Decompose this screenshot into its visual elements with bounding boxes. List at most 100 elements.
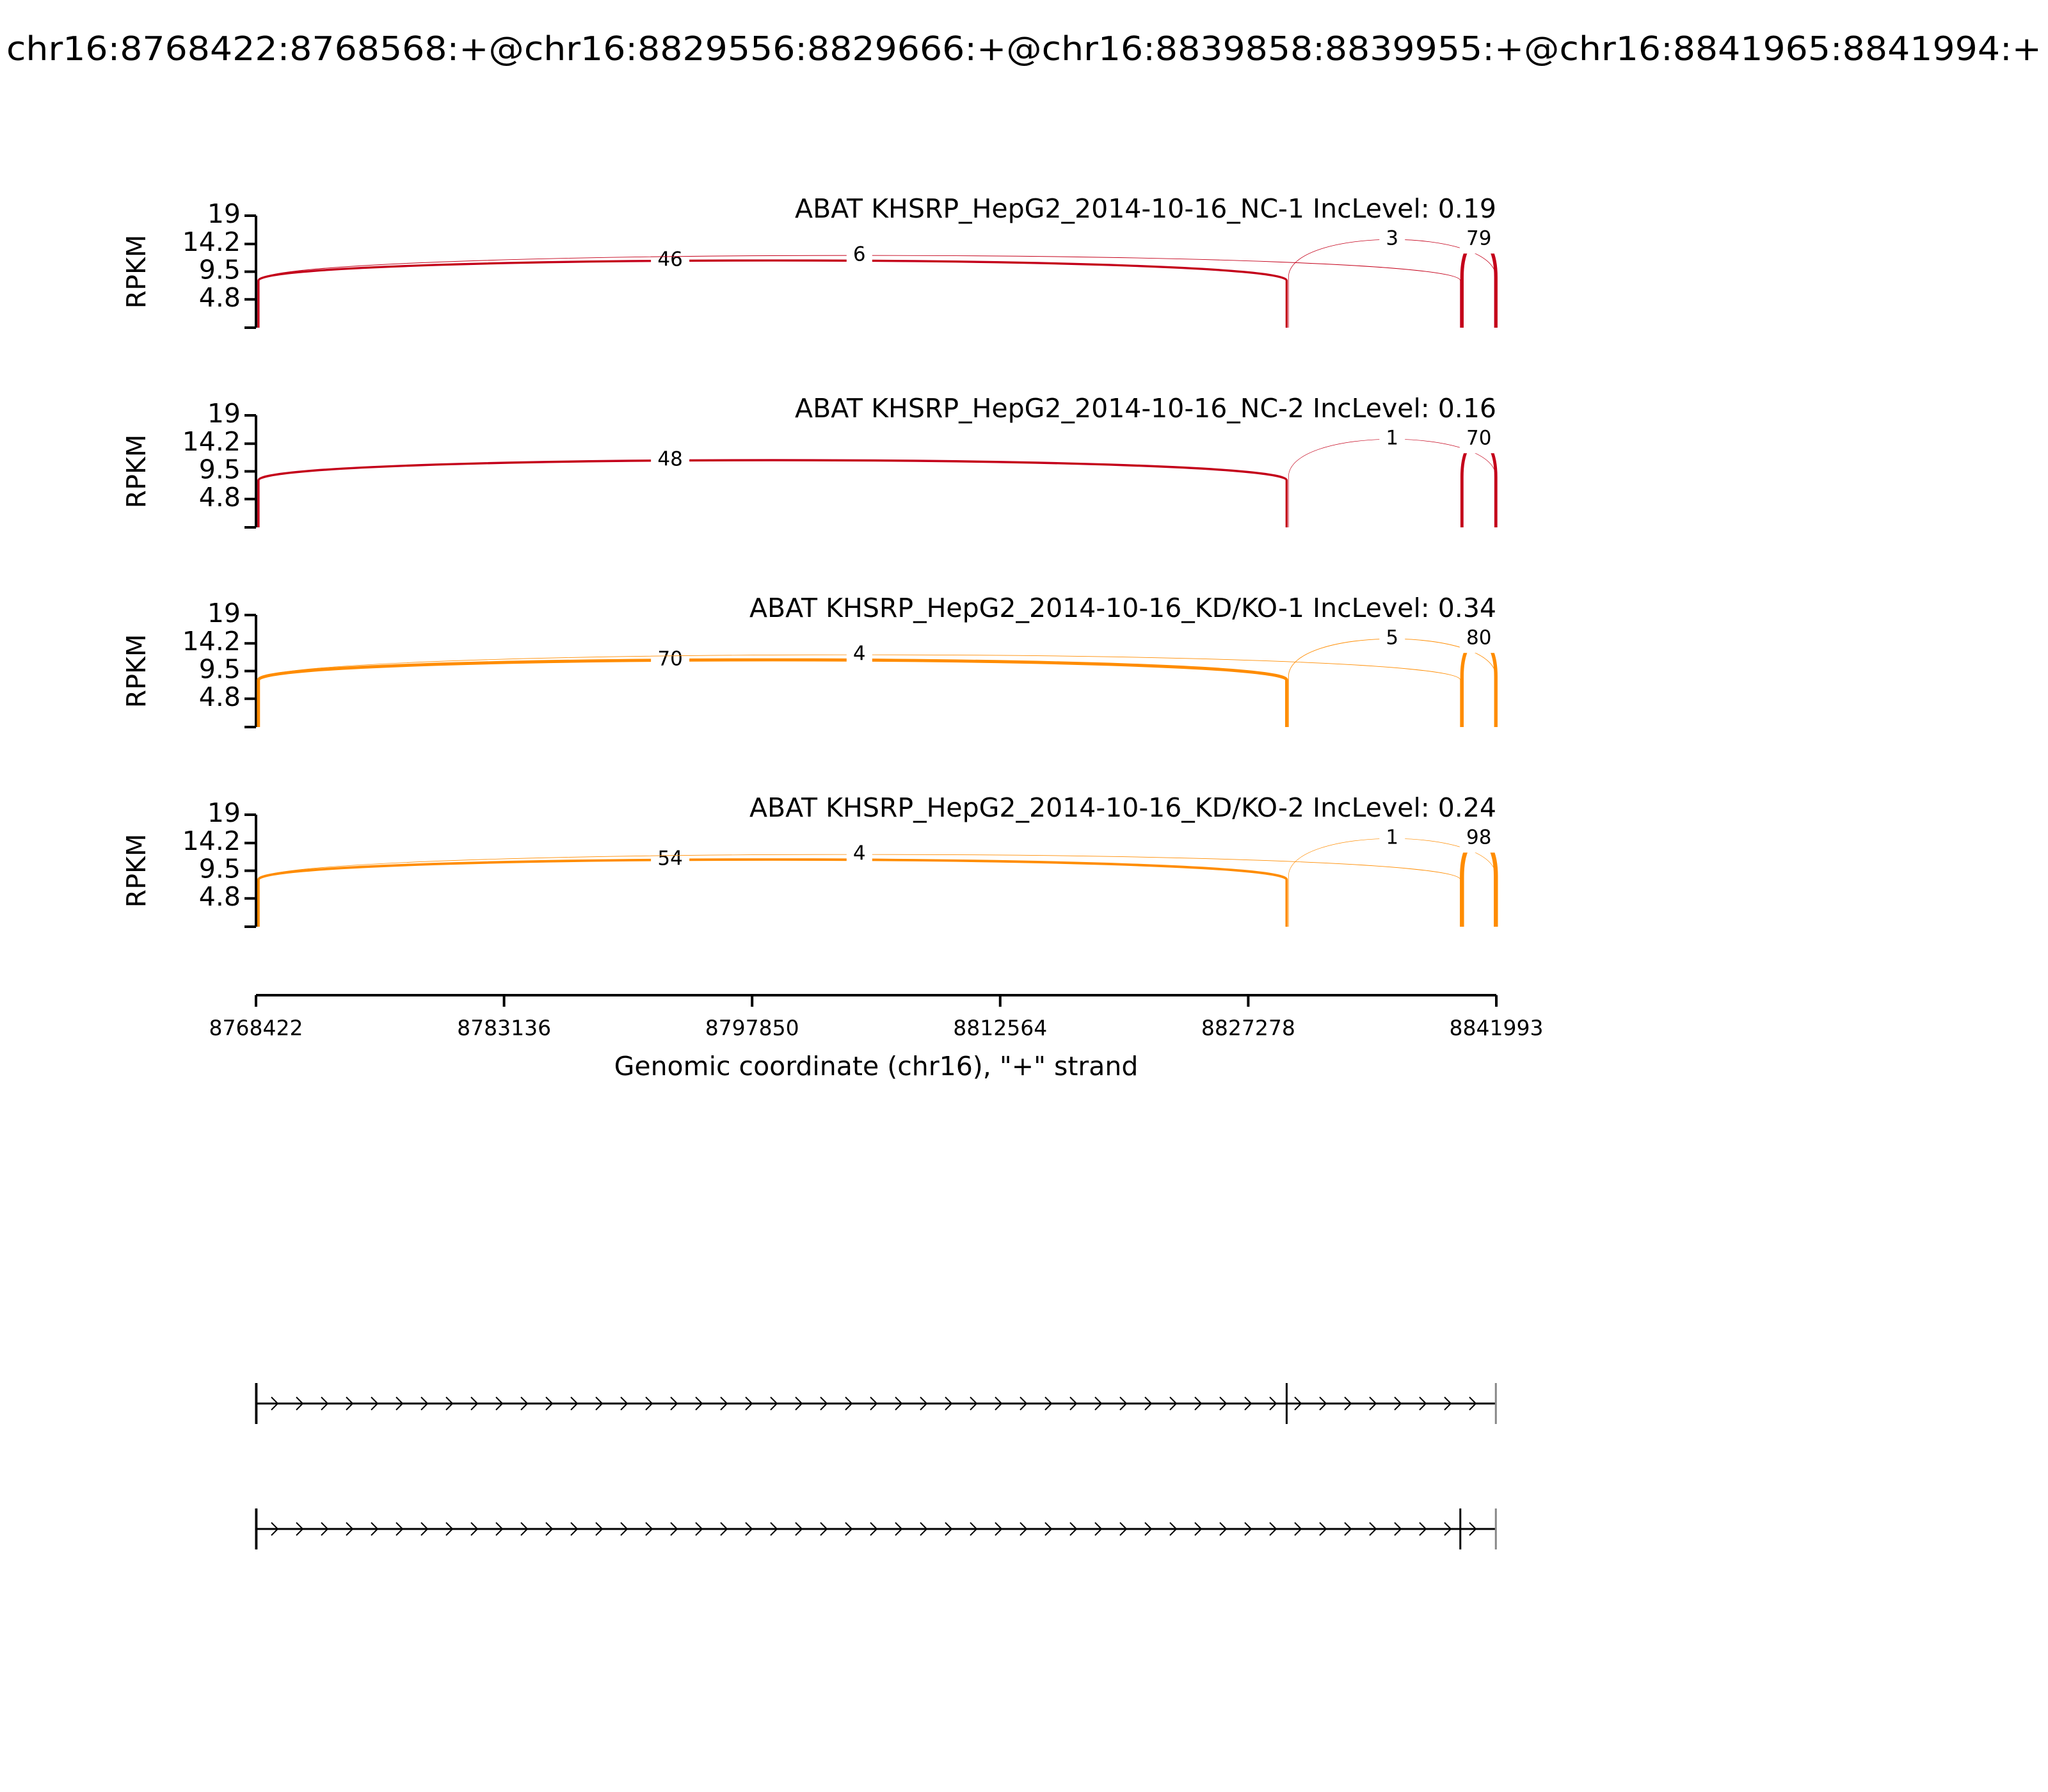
strand-arrow (1069, 1396, 1078, 1411)
strand-arrow (670, 1522, 678, 1536)
strand-arrow (695, 1396, 703, 1411)
strand-arrow (1020, 1522, 1028, 1536)
strand-arrow (1319, 1522, 1327, 1536)
strand-arrow (1094, 1522, 1103, 1536)
strand-arrow (645, 1522, 653, 1536)
strand-arrow (945, 1522, 953, 1536)
junction-label-bg (1379, 824, 1405, 853)
strand-arrow (970, 1522, 978, 1536)
strand-arrow (1219, 1396, 1228, 1411)
strand-arrow (620, 1396, 628, 1411)
strand-arrow (1169, 1396, 1178, 1411)
strand-arrow (1194, 1522, 1203, 1536)
strand-arrow (495, 1396, 504, 1411)
strand-arrow (795, 1522, 803, 1536)
junction-arc (257, 459, 1288, 527)
y-axis-label: RPKM (121, 235, 152, 308)
x-tick-label: 8768422 (209, 1016, 303, 1041)
strand-arrow (445, 1522, 454, 1536)
strand-arrow (371, 1522, 379, 1536)
strand-arrow (1119, 1522, 1128, 1536)
junction-count: 80 (1466, 627, 1491, 650)
junction-label-bg (651, 646, 690, 674)
strand-arrow (1294, 1522, 1302, 1536)
junction-label-bg (846, 641, 872, 669)
junction-count: 1 (1386, 427, 1398, 450)
strand-arrow (595, 1522, 604, 1536)
strand-arrow (396, 1396, 404, 1411)
y-tick-label: 14.2 (182, 426, 241, 457)
strand-arrow (296, 1396, 304, 1411)
x-tick-label: 8841993 (1450, 1016, 1544, 1041)
junction-count: 5 (1386, 627, 1398, 650)
track-title: ABAT KHSRP_HepG2_2014-10-16_KD/KO-1 IncL… (749, 593, 1496, 623)
junction-label-bg (651, 845, 690, 874)
y-axis-label: RPKM (121, 435, 152, 508)
strand-arrow (1244, 1522, 1252, 1536)
exon (1285, 1383, 1288, 1424)
junction-count: 54 (657, 847, 682, 870)
strand-arrow (770, 1396, 778, 1411)
junction-label-bg (846, 840, 872, 869)
strand-arrow (495, 1522, 504, 1536)
strand-arrow (595, 1396, 604, 1411)
strand-arrow (1269, 1396, 1277, 1411)
strand-arrow (1369, 1522, 1377, 1536)
junction-arc (257, 858, 1288, 927)
y-tick-label: 4.8 (199, 482, 241, 513)
strand-arrow (970, 1396, 978, 1411)
junction-count: 3 (1386, 227, 1398, 250)
y-tick-label: 19 (207, 797, 241, 828)
exon (255, 1383, 258, 1424)
x-tick-label: 8812564 (953, 1016, 1047, 1041)
y-axis-label: RPKM (121, 834, 152, 908)
junction-label-bg (1379, 425, 1405, 454)
y-tick-label: 19 (207, 398, 241, 429)
exon (1494, 1383, 1497, 1424)
strand-arrow (920, 1522, 928, 1536)
strand-arrow (895, 1396, 903, 1411)
strand-arrow (845, 1522, 853, 1536)
y-tick-label: 9.5 (199, 255, 241, 285)
strand-arrow (870, 1522, 878, 1536)
strand-arrow (346, 1396, 354, 1411)
junction-count: 1 (1386, 826, 1398, 849)
junction-label-bg (846, 241, 872, 270)
strand-arrow (545, 1522, 554, 1536)
y-tick-label: 9.5 (199, 854, 241, 884)
strand-arrow (670, 1396, 678, 1411)
strand-arrow (1469, 1396, 1477, 1411)
strand-arrow (1069, 1522, 1078, 1536)
strand-arrow (620, 1522, 628, 1536)
x-tick-label: 8827278 (1201, 1016, 1295, 1041)
track-title: ABAT KHSRP_HepG2_2014-10-16_NC-1 IncLeve… (795, 193, 1496, 224)
strand-arrow (895, 1522, 903, 1536)
strand-arrow (1094, 1396, 1103, 1411)
strand-arrow (520, 1522, 529, 1536)
y-tick-label: 14.2 (182, 826, 241, 856)
y-tick-label: 9.5 (199, 654, 241, 685)
junction-count: 79 (1466, 227, 1491, 250)
strand-arrow (271, 1396, 279, 1411)
strand-arrow (545, 1396, 554, 1411)
exon (1494, 1508, 1497, 1549)
strand-arrow (1144, 1396, 1153, 1411)
strand-arrow (1044, 1522, 1053, 1536)
strand-arrow (1319, 1396, 1327, 1411)
strand-arrow (1394, 1396, 1402, 1411)
strand-arrow (1394, 1522, 1402, 1536)
strand-arrow (745, 1522, 753, 1536)
strand-arrow (321, 1522, 329, 1536)
track-title: ABAT KHSRP_HepG2_2014-10-16_NC-2 IncLeve… (795, 393, 1496, 424)
y-tick-label: 14.2 (182, 626, 241, 657)
y-tick-label: 9.5 (199, 454, 241, 485)
exon (1459, 1508, 1462, 1549)
junction-count: 46 (657, 248, 682, 271)
strand-arrow (1419, 1522, 1427, 1536)
strand-arrow (1269, 1522, 1277, 1536)
strand-arrow (645, 1396, 653, 1411)
strand-arrow (770, 1522, 778, 1536)
strand-arrow (1444, 1396, 1452, 1411)
strand-arrow (695, 1522, 703, 1536)
strand-arrow (470, 1522, 479, 1536)
